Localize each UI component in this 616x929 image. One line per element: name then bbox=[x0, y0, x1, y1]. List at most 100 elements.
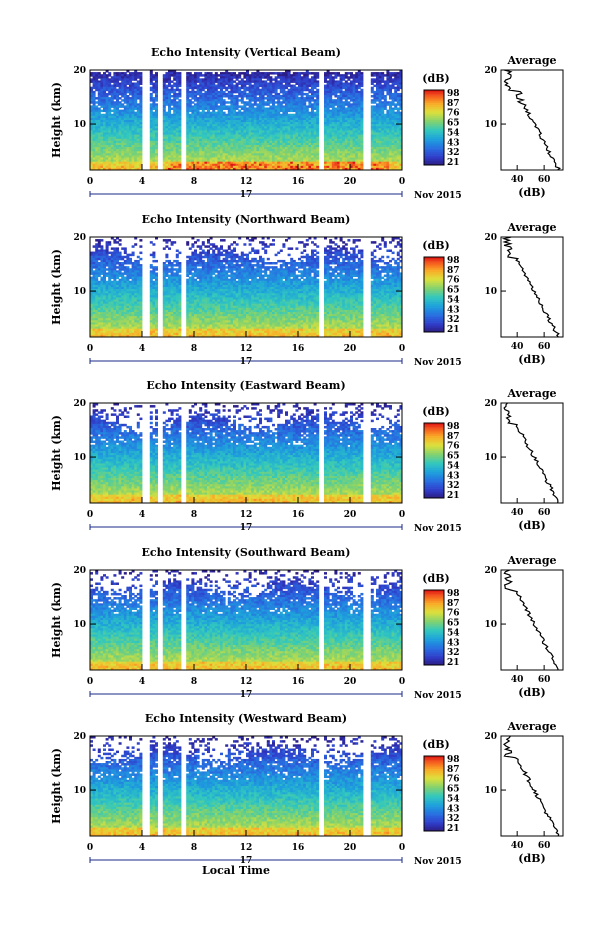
heatmap-cell bbox=[220, 113, 223, 117]
heatmap-cell bbox=[139, 92, 143, 96]
heatmap-cell bbox=[155, 78, 158, 81]
heatmap-cell bbox=[134, 142, 138, 146]
heatmap-cell bbox=[134, 97, 138, 100]
heatmap-cell bbox=[334, 82, 338, 85]
heatmap-cell bbox=[355, 103, 359, 106]
heatmap-cell bbox=[131, 138, 135, 142]
heatmap-cell bbox=[95, 74, 99, 77]
heatmap-cell bbox=[292, 80, 296, 83]
heatmap-cell bbox=[105, 142, 109, 146]
heatmap-cell bbox=[123, 88, 127, 92]
heatmap-cell bbox=[256, 157, 260, 160]
heatmap-cell bbox=[214, 120, 218, 123]
heatmap-cell bbox=[238, 147, 242, 150]
heatmap-cell bbox=[316, 74, 320, 77]
heatmap-cell bbox=[97, 86, 101, 90]
heatmap-cell bbox=[308, 120, 312, 123]
heatmap-cell bbox=[259, 92, 262, 96]
heatmap-cell bbox=[155, 130, 158, 133]
heatmap-cell bbox=[381, 101, 385, 104]
heatmap-cell bbox=[256, 134, 260, 138]
heatmap-cell bbox=[285, 70, 288, 73]
heatmap-cell bbox=[194, 147, 197, 150]
heatmap-cell bbox=[331, 147, 335, 150]
heatmap-cell bbox=[298, 145, 301, 148]
heatmap-cell bbox=[259, 155, 262, 158]
heatmap-cell bbox=[134, 147, 138, 150]
heatmap-cell bbox=[230, 153, 234, 156]
heatmap-cell bbox=[188, 122, 192, 125]
heatmap-cell bbox=[225, 159, 229, 163]
heatmap-cell bbox=[394, 86, 398, 90]
heatmap-cell bbox=[399, 74, 403, 77]
heatmap-cell bbox=[212, 145, 216, 148]
heatmap-cell bbox=[357, 70, 361, 73]
heatmap-cell bbox=[230, 90, 234, 94]
heatmap-cell bbox=[225, 155, 229, 158]
heatmap-cell bbox=[118, 151, 122, 154]
heatmap-cell bbox=[227, 84, 231, 88]
heatmap-cell bbox=[290, 120, 294, 123]
heatmap-cell bbox=[116, 132, 119, 135]
heatmap-cell bbox=[352, 155, 356, 158]
heatmap-cell bbox=[149, 134, 153, 138]
heatmap-cell bbox=[214, 74, 218, 77]
heatmap-cell bbox=[196, 103, 200, 106]
heatmap-cell bbox=[152, 145, 156, 148]
heatmap-cell bbox=[391, 101, 395, 104]
heatmap-cell bbox=[136, 128, 140, 131]
heatmap-cell bbox=[246, 95, 249, 98]
heatmap-cell bbox=[355, 147, 359, 150]
heatmap-cell bbox=[97, 142, 101, 146]
heatmap-cell bbox=[298, 109, 301, 113]
heatmap-cell bbox=[186, 113, 190, 117]
heatmap-cell bbox=[105, 113, 109, 117]
heatmap-cell bbox=[303, 111, 307, 115]
heatmap-cell bbox=[396, 97, 400, 100]
heatmap-cell bbox=[313, 115, 317, 119]
heatmap-cell bbox=[186, 159, 190, 163]
heatmap-cell bbox=[165, 159, 169, 163]
heatmap-cell bbox=[149, 111, 153, 115]
heatmap-cell bbox=[207, 151, 210, 154]
heatmap-cell bbox=[110, 84, 114, 88]
heatmap-cell bbox=[240, 97, 244, 100]
heatmap-cell bbox=[196, 97, 200, 100]
heatmap-cell bbox=[178, 115, 182, 119]
heatmap-cell bbox=[126, 82, 130, 85]
heatmap-cell bbox=[259, 109, 262, 113]
heatmap-cell bbox=[357, 74, 361, 77]
heatmap-cell bbox=[305, 76, 309, 79]
heatmap-cell bbox=[227, 74, 231, 77]
heatmap-cell bbox=[175, 92, 179, 96]
heatmap-cell bbox=[129, 72, 132, 75]
heatmap-cell bbox=[303, 101, 307, 104]
heatmap-cell bbox=[243, 80, 247, 83]
heatmap-cell bbox=[173, 117, 177, 121]
heatmap-cell bbox=[129, 113, 132, 117]
heatmap-cell bbox=[113, 105, 117, 108]
heatmap-cell bbox=[261, 107, 265, 110]
heatmap-cell bbox=[342, 90, 346, 94]
heatmap-cell bbox=[266, 115, 270, 119]
heatmap-cell bbox=[326, 105, 330, 108]
heatmap-cell bbox=[329, 124, 333, 127]
heatmap-cell bbox=[214, 101, 218, 104]
heatmap-cell bbox=[194, 74, 197, 77]
heatmap-cell bbox=[391, 134, 395, 138]
heatmap-cell bbox=[360, 84, 364, 88]
heatmap-cell bbox=[326, 142, 330, 146]
heatmap-cell bbox=[220, 138, 223, 142]
heatmap-cell bbox=[214, 132, 218, 135]
heatmap-cell bbox=[194, 109, 197, 113]
heatmap-cell bbox=[334, 128, 338, 131]
heatmap-cell bbox=[238, 145, 242, 148]
heatmap-cell bbox=[233, 76, 236, 79]
heatmap-cell bbox=[277, 72, 281, 75]
heatmap-cell bbox=[253, 142, 257, 146]
heatmap-cell bbox=[246, 80, 249, 83]
heatmap-cell bbox=[300, 115, 304, 119]
heatmap-cell bbox=[282, 134, 286, 138]
heatmap-cell bbox=[342, 78, 346, 81]
heatmap-cell bbox=[149, 130, 153, 133]
